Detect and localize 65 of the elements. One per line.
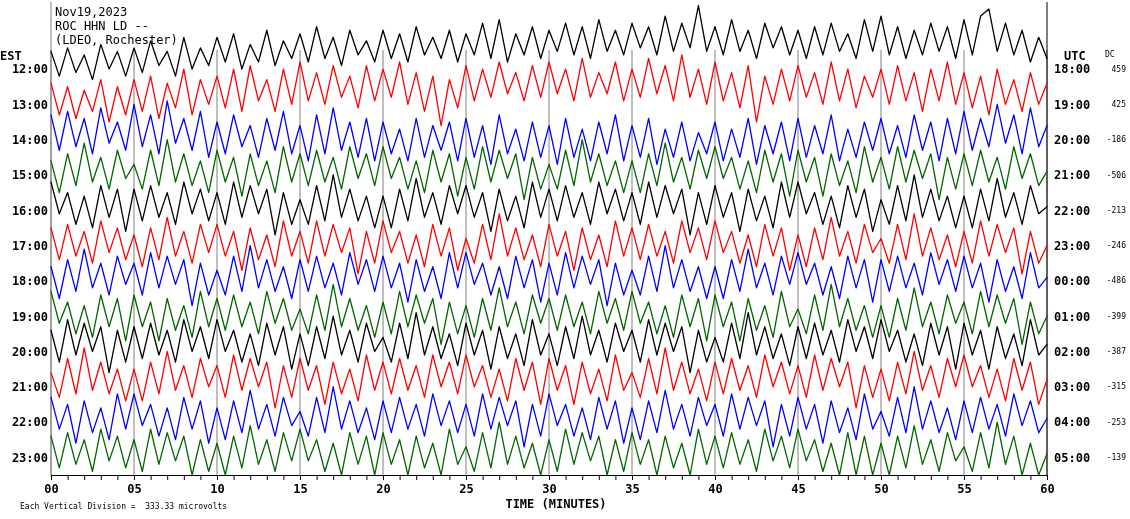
x-tick-label: 35 xyxy=(625,481,640,496)
x-tick-label: 50 xyxy=(874,481,889,496)
y-tick-label: 15:00 xyxy=(11,168,48,183)
text: -387 xyxy=(1106,347,1127,357)
y2-tick-label: 01:00 xyxy=(1054,309,1091,324)
line-series xyxy=(50,386,1048,448)
y-tick-label: 22:00 xyxy=(11,415,48,430)
y2-tick-label: 18:00 xyxy=(1054,62,1091,77)
x-tick-label: 40 xyxy=(708,481,723,496)
y-tick-label: 18:00 xyxy=(11,274,48,289)
text: DC xyxy=(1105,50,1115,59)
x-tick-label: 05 xyxy=(127,481,142,496)
text: -315 xyxy=(1106,382,1127,392)
y2-tick-label: 03:00 xyxy=(1054,380,1091,395)
x-tick-label: 30 xyxy=(542,481,557,496)
x-tick-label: 15 xyxy=(293,481,308,496)
y2-tick-label: 19:00 xyxy=(1054,97,1091,112)
x-tick-label: 60 xyxy=(1040,481,1055,496)
text: 459 xyxy=(1111,64,1127,74)
y2-tick-label: 02:00 xyxy=(1054,344,1091,359)
y2-tick-label: 00:00 xyxy=(1054,274,1091,289)
chart-title: Nov19,2023 xyxy=(55,5,128,19)
y2-axis-title: UTC xyxy=(1064,49,1086,63)
y2-tick-label: 20:00 xyxy=(1054,133,1091,147)
x-axis-title: TIME (MINUTES) xyxy=(505,497,607,511)
line-series xyxy=(50,244,1048,307)
line-series xyxy=(50,139,1048,201)
line-series xyxy=(50,100,1048,166)
x-tick-label: 55 xyxy=(957,481,972,496)
text: -253 xyxy=(1106,417,1127,427)
y-tick-label: 13:00 xyxy=(11,97,48,112)
y-axis-title: EST xyxy=(0,49,22,63)
x-tick-label: 45 xyxy=(791,481,806,496)
line-series xyxy=(50,213,1048,275)
text: -213 xyxy=(1106,205,1127,215)
y2-tick-label: 21:00 xyxy=(1054,168,1091,183)
y-tick-label: 23:00 xyxy=(11,450,48,465)
y-tick-label: 16:00 xyxy=(11,203,48,218)
x-tick-label: 25 xyxy=(459,481,474,496)
text: 425 xyxy=(1111,99,1127,109)
x-tick-label: 10 xyxy=(210,481,225,496)
text: -506 xyxy=(1106,170,1127,180)
y-tick-label: 14:00 xyxy=(11,133,48,147)
text: -246 xyxy=(1106,241,1127,251)
annotation: (LDEO, Rochester) xyxy=(55,33,178,47)
x-tick-label: 00 xyxy=(44,481,59,496)
y-tick-label: 20:00 xyxy=(11,344,48,359)
text: ROC HHN LD -- xyxy=(55,19,149,33)
line-series xyxy=(50,347,1048,409)
y2-tick-label: 23:00 xyxy=(1054,238,1091,253)
y2-tick-label: 05:00 xyxy=(1054,450,1091,465)
text: Each Vertical Division = 333.33 microvolts xyxy=(20,502,228,511)
y-tick-label: 17:00 xyxy=(11,238,48,253)
y2-tick-label: 04:00 xyxy=(1054,415,1091,430)
line-series xyxy=(50,54,1048,127)
x-tick-label: 20 xyxy=(376,481,391,496)
text: -399 xyxy=(1106,311,1127,321)
y2-tick-label: 22:00 xyxy=(1054,203,1091,218)
y-tick-label: 12:00 xyxy=(11,62,48,77)
text: -486 xyxy=(1106,276,1127,286)
line-series xyxy=(50,283,1048,346)
text: -139 xyxy=(1106,452,1127,462)
y-tick-label: 19:00 xyxy=(11,309,48,324)
y-tick-label: 21:00 xyxy=(11,380,48,395)
text: -186 xyxy=(1106,135,1127,145)
